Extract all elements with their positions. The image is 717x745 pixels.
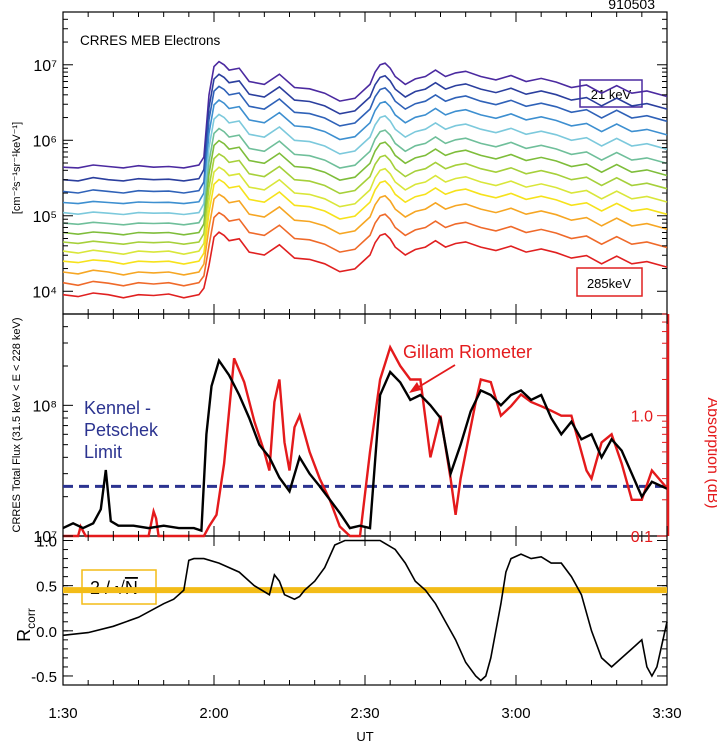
electron-channel-line-7 (62, 152, 668, 246)
xtick-label: 2:00 (199, 705, 228, 722)
top-ytick-label: 10⁶ (33, 133, 57, 150)
kennel-petschek-label-2: Petschek (84, 420, 159, 440)
mid-y2tick-label: 1.0 (631, 409, 653, 426)
kennel-petschek-label-1: Kennel - (84, 398, 151, 418)
mid-ylabel: CRRES Total Flux (31.5 keV < E < 228 keV… (11, 317, 23, 532)
bot-ytick-label: -0.5 (31, 669, 57, 686)
electron-channel-line-9 (62, 178, 668, 265)
xtick-label: 2:30 (350, 705, 379, 722)
electron-flux-panel: CRRES MEB Electrons 21 keV 285keV [cm⁻²s… (11, 11, 668, 315)
total-flux-line (62, 357, 668, 533)
top-channel-label: 21 keV (591, 87, 632, 102)
bot-ytick-label: 0.5 (36, 579, 57, 596)
x-axis-label: UT (356, 729, 373, 744)
electron-channel-line-5 (62, 127, 668, 226)
bot-ytick-label: 1.0 (36, 534, 57, 551)
electron-channel-line-10 (62, 193, 668, 276)
rcorr-line (62, 539, 668, 682)
electron-channel-line-8 (62, 166, 668, 256)
electron-channel-line-1 (62, 73, 668, 182)
bottom-ylabel: Rcorr (14, 608, 38, 642)
xtick-label: 3:00 (501, 705, 530, 722)
mid-ytick-label: 10⁸ (32, 398, 57, 415)
top-ytick-label: 10⁷ (33, 58, 57, 75)
electron-channel-line-11 (62, 211, 668, 287)
electron-channel-line-3 (62, 98, 668, 205)
date-label: 910503 (608, 0, 655, 12)
electron-channel-line-6 (62, 139, 668, 236)
threshold-label-box: 2 / √N (81, 569, 157, 605)
xtick-label: 1:30 (48, 705, 77, 722)
electron-channel-line-2 (62, 85, 668, 194)
xtick-label: 3:30 (652, 705, 681, 722)
mid-y2label: Absorption (dB) (704, 397, 717, 508)
electron-channel-line-4 (62, 113, 668, 216)
top-ytick-label: 10⁵ (33, 209, 57, 226)
electron-channel-line-12 (62, 231, 668, 299)
kennel-petschek-label-3: Limit (84, 442, 122, 462)
top-ytick-label: 10⁴ (32, 284, 57, 301)
panel-title: CRRES MEB Electrons (80, 33, 221, 48)
bottom-channel-label: 285keV (587, 276, 631, 291)
top-ylabel: [cm⁻²s⁻¹sr⁻¹keV⁻¹] (11, 122, 23, 214)
riometer-label: Gillam Riometer (403, 342, 532, 362)
bottom-channel-box (576, 267, 643, 297)
mid-ytick-label: 10⁷ (33, 529, 57, 546)
riometer-arrow (409, 364, 456, 393)
bot-ytick-label: 0.0 (36, 624, 57, 641)
correlation-panel: 2 / √N Rcorr UT (14, 535, 668, 744)
electron-channel-line-0 (62, 60, 668, 169)
riometer-line (63, 344, 668, 538)
svg-text:Rcorr: Rcorr (14, 608, 38, 642)
